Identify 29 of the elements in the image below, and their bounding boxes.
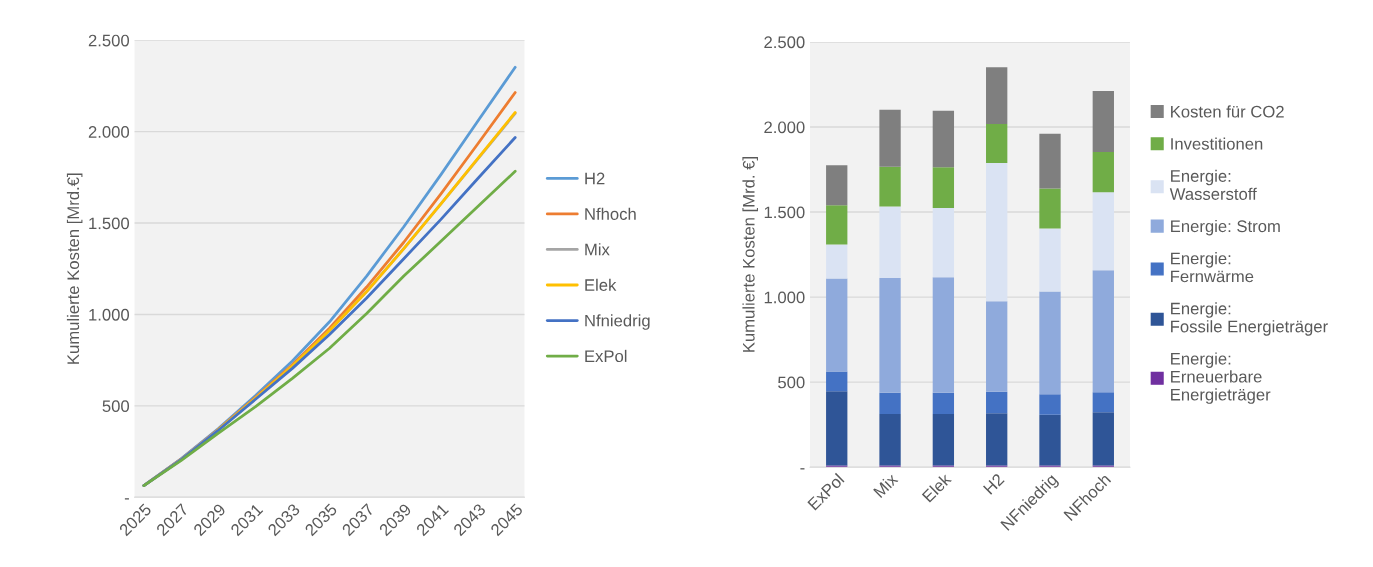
y-axis-title: Kumulierte Kosten [Mrd. €]: [742, 157, 758, 352]
legend-label: Energie: Wasserstoff: [1169, 169, 1257, 200]
legend-label: Energie: Fossile Energieträger: [1171, 302, 1328, 336]
y-tick-label: 1.500: [89, 217, 130, 230]
legend-label: ExPol: [585, 349, 627, 363]
legend-label: Nfhoch: [585, 207, 636, 220]
y-tick-label: 1.000: [764, 291, 805, 304]
legend-label: Energie: Fernwärme: [1171, 252, 1254, 283]
y-tick-label: 1.000: [89, 308, 130, 321]
legend-label: Mix: [585, 243, 610, 256]
y-tick-label: 2.500: [88, 34, 130, 47]
y-tick-label: -: [124, 498, 129, 500]
y-tick-label: 2.000: [764, 121, 805, 134]
legend-label: Investitionen: [1171, 137, 1263, 150]
legend-label: Kosten für CO2: [1171, 105, 1284, 118]
y-tick-label: 500: [778, 376, 805, 389]
y-tick-label: 1.500: [764, 206, 805, 219]
legend-label: H2: [585, 172, 605, 185]
y-tick-label: 2.500: [764, 36, 805, 49]
y-tick-label: 500: [102, 400, 130, 413]
y-tick-label: -: [800, 468, 805, 470]
x-tick-label: Mix: [872, 472, 899, 498]
legend-label: Nfniedrig: [585, 314, 650, 330]
legend-label: Elek: [585, 278, 617, 291]
y-axis-title: Kumulierte Kosten [Mrd.€]: [66, 173, 83, 364]
x-tick-label: Elek: [921, 472, 953, 503]
legend-label: Energie: Erneuerbare Energieträger: [1171, 352, 1271, 404]
legend-label: Energie: Strom: [1171, 219, 1280, 236]
y-tick-label: 2.000: [88, 126, 130, 138]
